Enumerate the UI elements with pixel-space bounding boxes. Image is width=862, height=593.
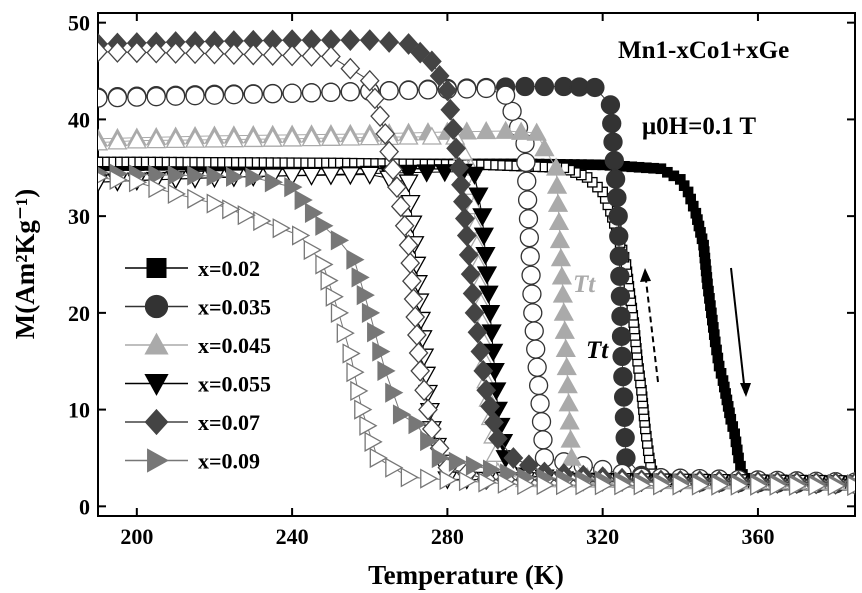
legend-marker <box>146 296 168 318</box>
data-point <box>613 327 631 345</box>
data-point <box>523 285 541 303</box>
data-point <box>614 368 632 386</box>
data-point <box>303 84 321 102</box>
data-point <box>519 210 537 228</box>
data-point <box>608 189 626 207</box>
data-point <box>609 207 627 225</box>
data-point <box>534 431 552 449</box>
x-tick-label: 240 <box>276 524 309 549</box>
data-point <box>615 408 633 426</box>
data-point <box>615 388 633 406</box>
data-point <box>497 86 515 104</box>
legend-label: x=0.07 <box>198 410 260 435</box>
y-tick-label: 30 <box>68 204 90 229</box>
y-tick-label: 50 <box>68 11 90 36</box>
data-point <box>533 413 551 431</box>
data-point <box>528 358 546 376</box>
y-axis-title: M(Am²Kg⁻¹) <box>10 189 40 339</box>
legend-label: x=0.045 <box>198 333 271 358</box>
data-point <box>283 84 301 102</box>
transition-temp-label-lower: Tt <box>586 337 609 364</box>
legend-label: x=0.09 <box>198 449 260 474</box>
legend-label: x=0.02 <box>198 256 260 281</box>
data-point <box>89 89 107 107</box>
data-point <box>586 78 604 96</box>
data-point <box>521 247 539 265</box>
data-point <box>264 85 282 103</box>
data-point <box>611 287 629 305</box>
legend-label: x=0.035 <box>198 295 271 320</box>
data-point <box>611 267 629 285</box>
data-point <box>603 114 621 132</box>
data-point <box>607 170 625 188</box>
data-point <box>524 304 542 322</box>
x-tick-label: 360 <box>741 524 774 549</box>
legend-label: x=0.055 <box>198 372 271 397</box>
data-point <box>604 133 622 151</box>
data-point <box>108 89 126 107</box>
data-point <box>400 81 418 99</box>
field-label: μ0H=0.1 T <box>642 113 756 140</box>
data-point <box>322 83 340 101</box>
data-point <box>535 78 553 96</box>
y-tick-label: 20 <box>68 301 90 326</box>
y-tick-label: 40 <box>68 107 90 132</box>
composition-label: Mn1-xCo1+xGe <box>618 37 789 64</box>
data-point <box>341 83 359 101</box>
data-point <box>610 247 628 265</box>
data-point <box>517 153 535 171</box>
x-axis-title: Temperature (K) <box>368 560 564 590</box>
x-tick-label: 320 <box>586 524 619 549</box>
data-point <box>244 85 262 103</box>
data-point <box>167 87 185 105</box>
data-point <box>616 429 634 447</box>
data-point <box>477 79 495 97</box>
data-point <box>613 347 631 365</box>
data-point <box>147 88 165 106</box>
data-point <box>128 88 146 106</box>
data-point <box>516 78 534 96</box>
y-tick-label: 10 <box>68 398 90 423</box>
x-tick-label: 280 <box>431 524 464 549</box>
data-point <box>458 80 476 98</box>
data-point <box>503 102 521 120</box>
x-tick-label: 200 <box>120 524 153 549</box>
data-point <box>527 340 545 358</box>
data-point <box>225 86 243 104</box>
data-point <box>519 191 537 209</box>
data-point <box>610 227 628 245</box>
data-point <box>522 266 540 284</box>
data-point <box>531 395 549 413</box>
data-point <box>605 152 623 170</box>
data-point <box>186 87 204 105</box>
data-point <box>612 307 630 325</box>
legend-marker <box>147 259 166 278</box>
data-point <box>525 322 543 340</box>
data-point <box>518 172 536 190</box>
data-point <box>419 81 437 99</box>
data-point <box>205 86 223 104</box>
transition-temp-label-upper: Tt <box>573 271 596 298</box>
data-point <box>601 96 619 114</box>
y-tick-label: 0 <box>79 494 90 519</box>
data-point <box>530 376 548 394</box>
data-point <box>520 229 538 247</box>
data-point <box>93 157 102 166</box>
